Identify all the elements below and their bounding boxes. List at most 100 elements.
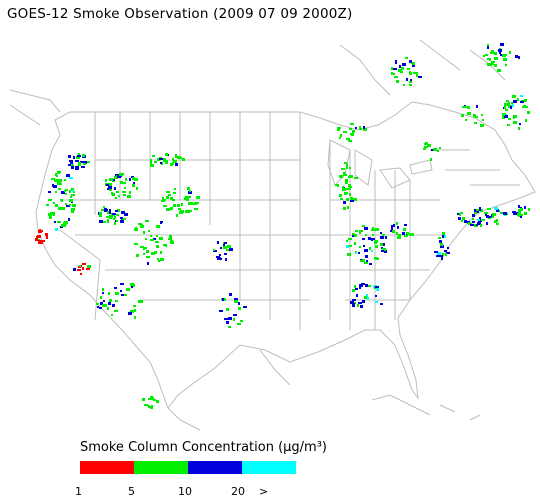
smoke-pixel: [57, 171, 60, 174]
smoke-pixel: [69, 199, 73, 202]
smoke-pixel: [129, 191, 131, 194]
smoke-pixel: [402, 63, 406, 66]
smoke-pixel: [66, 205, 70, 207]
smoke-pixel: [39, 229, 41, 232]
smoke-pixel: [128, 312, 132, 315]
smoke-pixel: [107, 219, 109, 222]
smoke-pixel: [505, 109, 508, 111]
smoke-pixel: [490, 52, 494, 54]
smoke-pixel: [486, 215, 489, 218]
smoke-pixel: [346, 240, 348, 242]
smoke-pixel: [412, 62, 415, 65]
smoke-pixel: [360, 305, 363, 308]
smoke-pixel: [100, 302, 103, 305]
smoke-pixel: [224, 318, 228, 320]
smoke-pixel: [430, 158, 432, 161]
smoke-pixel: [359, 232, 361, 234]
smoke-pixel: [384, 250, 387, 253]
smoke-pixel: [499, 51, 501, 54]
smoke-pixel: [55, 204, 58, 207]
smoke-pixel: [346, 166, 348, 169]
smoke-pixel: [427, 144, 431, 147]
smoke-pixel: [130, 310, 134, 313]
smoke-pixel: [87, 161, 90, 163]
smoke-pixel: [491, 50, 494, 52]
smoke-pixel: [371, 250, 373, 252]
smoke-pixel: [439, 147, 441, 149]
smoke-pixel: [140, 225, 144, 228]
smoke-pixel: [487, 44, 489, 46]
smoke-pixel: [440, 243, 443, 246]
smoke-pixel: [410, 233, 414, 236]
smoke-pixel: [130, 283, 134, 286]
smoke-pixel: [504, 115, 508, 118]
smoke-pixel: [441, 257, 443, 260]
smoke-pixel: [150, 164, 154, 167]
smoke-pixel: [105, 179, 107, 182]
smoke-pixel: [116, 214, 119, 216]
smoke-pixel: [118, 195, 120, 197]
smoke-pixel: [111, 314, 113, 316]
smoke-pixel: [116, 191, 119, 193]
smoke-pixel: [359, 284, 363, 287]
smoke-pixel: [152, 155, 155, 157]
smoke-pixel: [339, 137, 341, 139]
smoke-pixel: [409, 234, 411, 236]
smoke-pixel: [70, 196, 72, 198]
smoke-pixel: [65, 193, 67, 195]
state-lines: [59, 112, 520, 330]
smoke-pixel: [344, 162, 347, 164]
smoke-pixel: [382, 234, 385, 236]
smoke-pixel: [99, 307, 102, 309]
smoke-pixel: [223, 244, 225, 246]
legend-swatch-20: [242, 461, 296, 474]
smoke-pixel: [380, 243, 384, 246]
smoke-pixel: [111, 192, 113, 195]
mexico-lines: [167, 349, 481, 431]
smoke-pixel: [403, 228, 406, 231]
smoke-pixel: [350, 301, 354, 304]
smoke-pixel: [364, 249, 368, 252]
smoke-pixel: [365, 284, 368, 287]
smoke-pixel: [237, 323, 241, 325]
smoke-pixel: [519, 123, 521, 125]
smoke-pixel: [142, 398, 145, 401]
smoke-pixel: [156, 235, 158, 237]
smoke-pixel: [148, 398, 152, 400]
smoke-pixel: [55, 228, 58, 231]
smoke-pixel: [405, 57, 408, 59]
smoke-pixel: [354, 242, 356, 245]
smoke-pixel: [145, 238, 147, 240]
smoke-pixel: [120, 220, 124, 223]
smoke-pixel: [359, 286, 361, 289]
smoke-pixel: [393, 73, 395, 75]
smoke-pixel: [147, 262, 149, 265]
smoke-pixel: [512, 104, 514, 107]
smoke-pixel: [57, 221, 61, 223]
smoke-pixel: [213, 249, 215, 251]
smoke-pixel: [112, 304, 115, 307]
smoke-pixel: [48, 191, 51, 193]
smoke-pixel: [58, 207, 62, 210]
smoke-pixel: [436, 255, 440, 257]
smoke-pixel: [154, 251, 157, 254]
smoke-pixel: [460, 212, 463, 214]
smoke-pixel: [46, 204, 49, 206]
smoke-pixel: [346, 164, 348, 166]
smoke-pixel: [518, 209, 520, 212]
smoke-pixel: [182, 158, 185, 161]
smoke-pixel: [438, 237, 441, 239]
smoke-pixel: [380, 303, 383, 305]
smoke-pixel: [470, 224, 474, 226]
smoke-pixel: [217, 257, 221, 260]
smoke-pixel: [124, 213, 128, 216]
smoke-pixel: [185, 210, 189, 213]
smoke-pixel: [120, 283, 124, 285]
smoke-pixel: [108, 186, 112, 189]
smoke-pixel: [60, 199, 63, 201]
smoke-pixel: [100, 296, 102, 299]
smoke-pixel: [518, 127, 520, 130]
smoke-pixel: [150, 159, 152, 162]
smoke-pixel: [354, 285, 356, 288]
smoke-pixel: [353, 198, 357, 201]
